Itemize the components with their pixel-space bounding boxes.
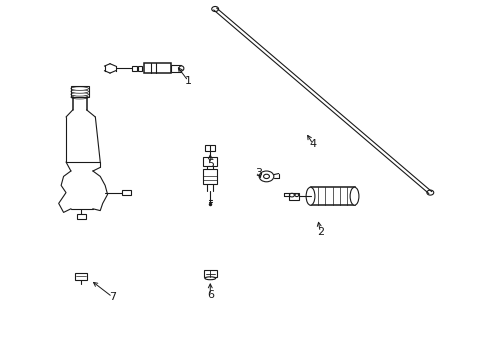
Ellipse shape — [71, 90, 88, 93]
Ellipse shape — [71, 95, 88, 99]
Bar — [205, 145, 215, 151]
Bar — [71, 86, 88, 97]
Bar — [310, 187, 354, 205]
Text: 2: 2 — [316, 227, 323, 237]
Text: 1: 1 — [184, 76, 191, 86]
Bar — [203, 157, 217, 166]
Bar — [203, 270, 216, 277]
Bar — [288, 193, 299, 200]
Ellipse shape — [204, 277, 215, 280]
Bar — [138, 66, 142, 71]
Text: 3: 3 — [255, 168, 262, 178]
Bar — [203, 169, 217, 184]
Text: 7: 7 — [109, 292, 116, 302]
Bar — [122, 190, 131, 195]
Ellipse shape — [305, 187, 314, 205]
Ellipse shape — [71, 93, 88, 96]
Ellipse shape — [349, 187, 358, 205]
Ellipse shape — [211, 6, 218, 12]
Text: 4: 4 — [309, 139, 316, 149]
Bar — [77, 214, 85, 219]
Bar — [171, 65, 181, 72]
Ellipse shape — [426, 190, 433, 195]
Ellipse shape — [294, 194, 298, 197]
Ellipse shape — [259, 171, 273, 182]
Ellipse shape — [71, 87, 88, 90]
Text: 5: 5 — [206, 159, 213, 169]
Ellipse shape — [263, 174, 269, 179]
Bar — [144, 63, 171, 73]
Text: 6: 6 — [206, 290, 213, 300]
Ellipse shape — [179, 66, 183, 71]
Bar — [75, 273, 86, 280]
Bar — [132, 66, 137, 71]
Ellipse shape — [289, 193, 294, 197]
